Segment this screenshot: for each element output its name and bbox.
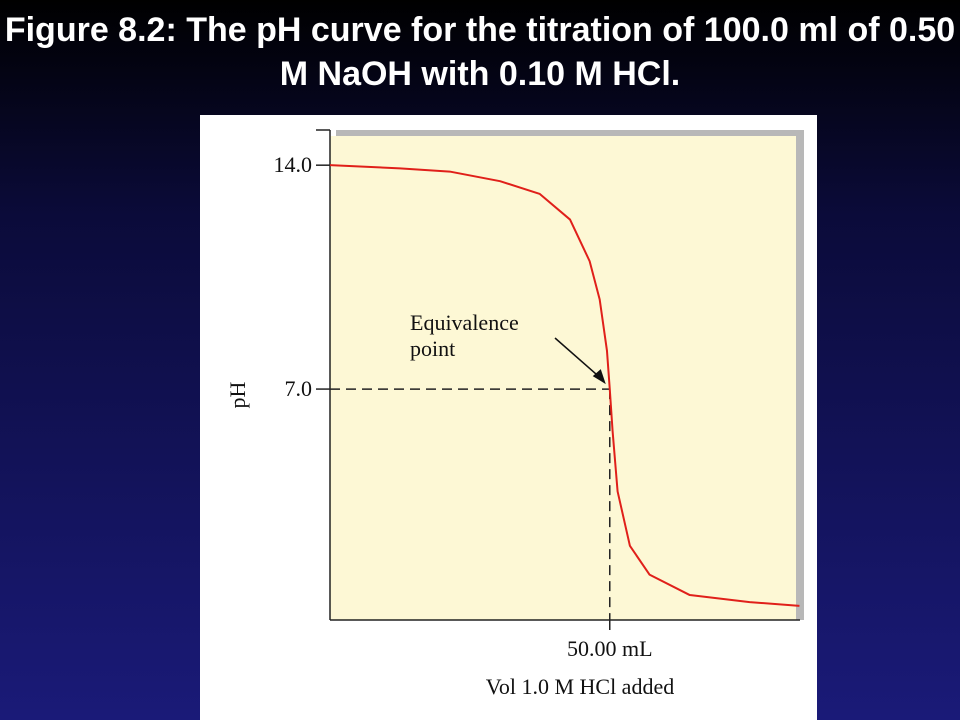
equivalence-label-line: Equivalence <box>410 310 519 335</box>
equivalence-label-line: point <box>410 336 455 361</box>
plot-area <box>330 136 796 620</box>
slide-title: Figure 8.2: The pH curve for the titrati… <box>4 11 956 93</box>
y-tick-label: 7.0 <box>285 376 313 401</box>
x-tick-label: 50.00 mL <box>567 636 653 661</box>
y-tick-label: 14.0 <box>274 152 313 177</box>
ph-curve <box>329 164 800 607</box>
equivalence-arrowhead <box>592 369 606 385</box>
x-axis-label: Vol 1.0 M HCl added <box>486 674 674 699</box>
y-axis-label: pH <box>225 381 250 408</box>
equivalence-arrow <box>554 337 603 380</box>
equivalence-label: Equivalence point <box>410 310 519 361</box>
